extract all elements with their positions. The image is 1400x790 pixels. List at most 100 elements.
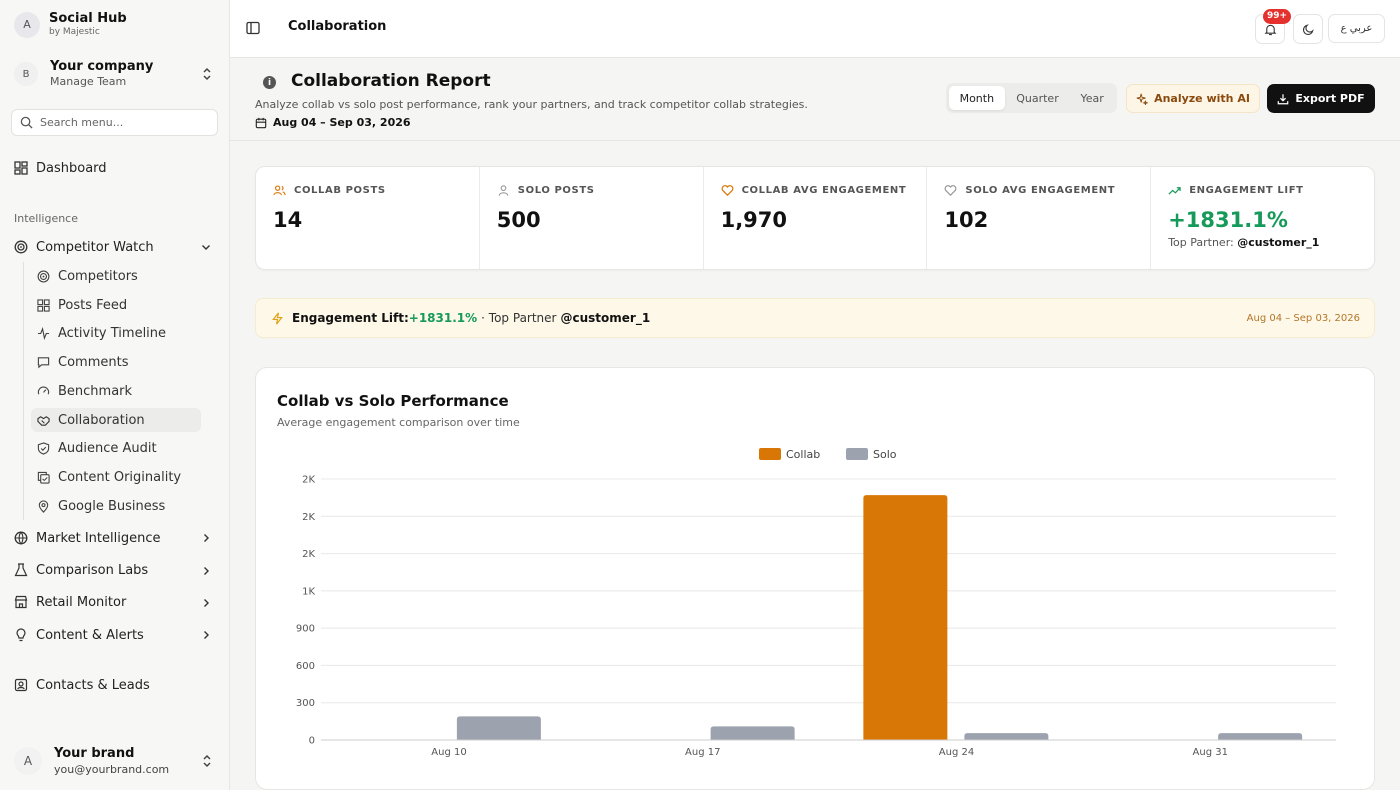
globe-icon — [14, 531, 28, 545]
sparkles-icon — [1136, 93, 1149, 105]
language-button[interactable]: عربي ع — [1328, 14, 1385, 43]
analyze-label: Analyze with AI — [1154, 92, 1250, 105]
banner-value: +1831.1% — [408, 311, 478, 325]
user-email: you@yourbrand.com — [54, 763, 170, 776]
sidebar-item-competitor-watch[interactable]: Competitor Watch — [14, 236, 154, 258]
export-pdf-button[interactable]: Export PDF — [1267, 84, 1375, 113]
top-partner-note: Top Partner: @customer_1 — [1168, 236, 1357, 249]
sidebar-item-content-originality[interactable]: Content Originality — [31, 465, 201, 489]
sidebar-item-google-business[interactable]: Google Business — [31, 494, 201, 518]
sidebar-item-comparison-labs[interactable]: Comparison Labs — [14, 559, 148, 581]
period-year[interactable]: Year — [1080, 91, 1104, 105]
top-bar: Collaboration — [230, 0, 1400, 58]
period-quarter[interactable]: Quarter — [1016, 91, 1059, 105]
stat-value: +1831.1% — [1168, 208, 1288, 232]
stat-collab-posts: COLLAB POSTS 14 — [256, 167, 480, 269]
sidebar-item-audience-audit[interactable]: Audience Audit — [31, 436, 201, 460]
bar-solo — [710, 726, 795, 740]
chevron-right-icon[interactable] — [200, 532, 212, 544]
target-icon — [37, 270, 50, 282]
bar-solo — [456, 716, 541, 740]
chart-subtitle: Average engagement comparison over time — [277, 416, 520, 429]
date-range[interactable]: Aug 04 – Sep 03, 2026 — [255, 116, 411, 129]
chevron-down-icon[interactable] — [200, 241, 212, 253]
sidebar-item-market-intelligence[interactable]: Market Intelligence — [14, 527, 160, 549]
period-month[interactable]: Month — [949, 86, 1005, 110]
handshake-icon — [37, 415, 50, 426]
y-tick-label: 2K — [302, 475, 315, 486]
section-label-intelligence: Intelligence — [14, 212, 79, 225]
heart-icon — [721, 185, 734, 196]
sidebar-item-contacts-leads[interactable]: Contacts & Leads — [14, 674, 150, 696]
stat-label: SOLO POSTS — [517, 185, 595, 196]
y-tick-label: 2K — [302, 512, 315, 523]
sidebar-item-label: Posts Feed — [58, 297, 128, 313]
company-switcher[interactable]: B Your company Manage Team — [14, 56, 218, 92]
user-avatar: A — [14, 747, 42, 775]
chevrons-up-down-icon — [203, 67, 211, 81]
page-title: Collaboration Report — [291, 71, 491, 91]
copy-check-icon — [37, 471, 50, 484]
analyze-with-ai-button[interactable]: Analyze with AI — [1126, 84, 1260, 113]
banner-middle: · Top Partner — [481, 311, 557, 325]
download-icon — [1278, 93, 1289, 104]
stat-value: 500 — [496, 208, 541, 232]
search-input[interactable] — [40, 116, 210, 129]
legend-swatch — [846, 448, 868, 460]
chart-card: Collab vs Solo Performance Average engag… — [255, 367, 1375, 790]
y-tick-label: 0 — [309, 736, 315, 747]
y-tick-label: 600 — [296, 661, 315, 672]
sidebar-item-competitors[interactable]: Competitors — [31, 264, 201, 288]
top-partner-handle: @customer_1 — [1237, 236, 1320, 249]
stat-label: COLLAB AVG ENGAGEMENT — [741, 185, 907, 196]
submenu-guide-line — [23, 262, 24, 520]
sidebar-item-label: Comparison Labs — [36, 562, 149, 578]
chevron-right-icon[interactable] — [200, 629, 212, 641]
sidebar-toggle-icon[interactable] — [246, 21, 260, 35]
stat-solo-avg-engagement: SOLO AVG ENGAGEMENT 102 — [927, 167, 1152, 269]
notifications-badge: 99+ — [1263, 9, 1292, 24]
stat-label: SOLO AVG ENGAGEMENT — [965, 185, 1116, 196]
dashboard-icon — [14, 161, 28, 175]
page-subtitle: Analyze collab vs solo post performance,… — [255, 98, 808, 111]
sidebar-item-label: Dashboard — [36, 160, 107, 176]
chevron-right-icon[interactable] — [200, 565, 212, 577]
x-tick-label: Aug 24 — [939, 747, 974, 758]
search-box[interactable] — [11, 109, 218, 136]
sidebar-item-posts-feed[interactable]: Posts Feed — [31, 293, 201, 317]
stat-label: COLLAB POSTS — [294, 185, 386, 196]
x-tick-label: Aug 10 — [431, 747, 466, 758]
legend-swatch — [759, 448, 781, 460]
company-name: Your company — [50, 59, 154, 74]
message-square-icon — [37, 356, 50, 368]
user-name: Your brand — [54, 746, 135, 761]
sidebar-item-label: Comments — [58, 354, 129, 370]
stat-collab-avg-engagement: COLLAB AVG ENGAGEMENT 1,970 — [704, 167, 928, 269]
bell-icon — [1264, 24, 1276, 35]
sidebar-item-comments[interactable]: Comments — [31, 350, 201, 374]
sidebar-item-benchmark[interactable]: Benchmark — [31, 379, 201, 403]
sidebar-item-collaboration[interactable]: Collaboration — [31, 408, 201, 432]
page-header: i Collaboration Report Analyze collab vs… — [230, 58, 1400, 141]
moon-icon — [1302, 23, 1314, 35]
sidebar-item-retail-monitor[interactable]: Retail Monitor — [14, 591, 126, 613]
user-switcher[interactable]: A Your brand you@yourbrand.com — [14, 743, 218, 779]
sidebar-item-dashboard[interactable]: Dashboard — [14, 157, 107, 179]
banner-date: Aug 04 – Sep 03, 2026 — [1246, 312, 1360, 324]
bar-chart: 0 300 600 900 1K 2K 2K 2K Collab Solo Aug 10 Aug 17… — [296, 448, 1336, 758]
sidebar-item-content-alerts[interactable]: Content & Alerts — [14, 624, 144, 646]
brand[interactable]: A Social Hub by Majestic — [14, 11, 127, 38]
stat-engagement-lift: ENGAGEMENT LIFT +1831.1% Top Partner: @c… — [1151, 167, 1374, 269]
zap-icon — [272, 312, 283, 324]
sidebar-item-label: Activity Timeline — [58, 325, 167, 341]
sidebar-item-label: Market Intelligence — [36, 530, 161, 546]
date-range-text: Aug 04 – Sep 03, 2026 — [273, 116, 411, 129]
stat-value: 102 — [944, 208, 989, 232]
stat-value: 14 — [273, 208, 303, 232]
legend-label: Solo — [873, 448, 897, 461]
theme-toggle-button[interactable] — [1293, 14, 1323, 44]
store-icon — [14, 595, 28, 609]
shield-check-icon — [37, 441, 50, 455]
sidebar-item-activity-timeline[interactable]: Activity Timeline — [31, 321, 201, 345]
chevron-right-icon[interactable] — [200, 597, 212, 609]
